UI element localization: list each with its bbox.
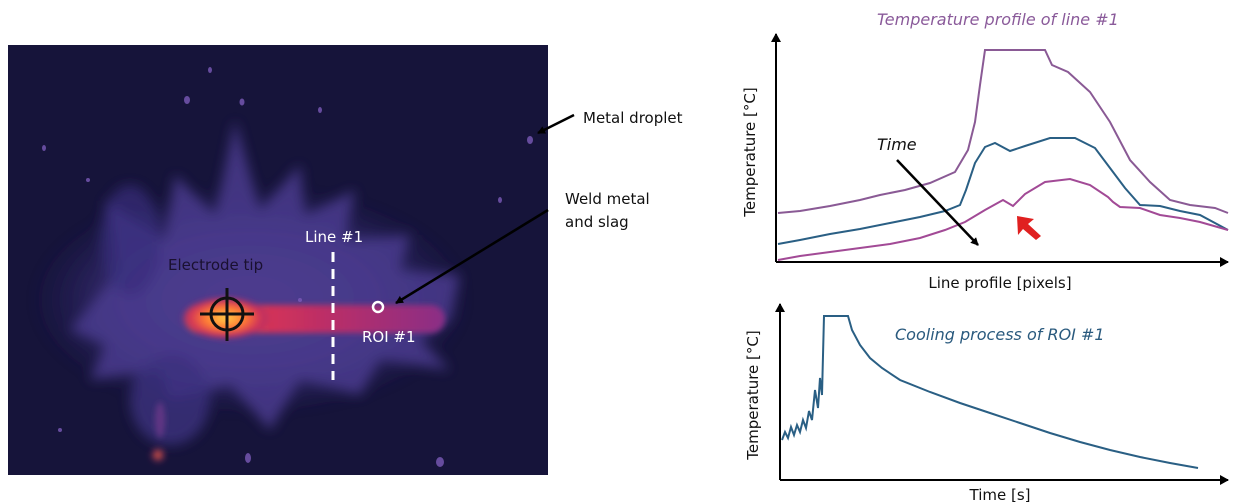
label-and-slag: and slag [565,213,629,231]
cooling-y-label: Temperature [°C] [744,330,762,460]
thermal-image: Line #1 Electrode tip ROI #1 [8,45,575,475]
profile-y-label: Temperature [°C] [741,87,759,217]
label-line-1: Line #1 [305,228,363,246]
droplet-specks [42,67,533,467]
profile-chart: Temperature profile of line #1 Temperatu… [741,10,1229,292]
roi-1-marker [371,300,385,314]
profile-x-label: Line profile [pixels] [928,274,1071,292]
profile-annotation-time: Time [877,135,917,154]
label-weld-metal: Weld metal [565,190,650,208]
cooling-series [781,315,1199,469]
profile-chart-title: Temperature profile of line #1 [877,10,1119,29]
profile-series-3 [777,177,1229,261]
cooling-chart-title: Cooling process of ROI #1 [895,325,1105,344]
profile-series-2 [777,137,1229,245]
label-electrode-tip: Electrode tip [168,256,263,274]
electrode-crosshair [200,288,254,341]
arrow-weld-metal [395,208,549,305]
cooling-x-label: Time [s] [969,486,1031,504]
arrow-metal-droplet [537,113,575,135]
label-roi-1: ROI #1 [362,328,416,346]
label-metal-droplet: Metal droplet [583,109,683,127]
time-arrow [896,159,979,246]
profile-series-1 [777,49,1229,214]
red-arrow-icon [1017,216,1041,240]
cooling-chart: Cooling process of ROI #1 Temperature [°… [744,303,1229,504]
